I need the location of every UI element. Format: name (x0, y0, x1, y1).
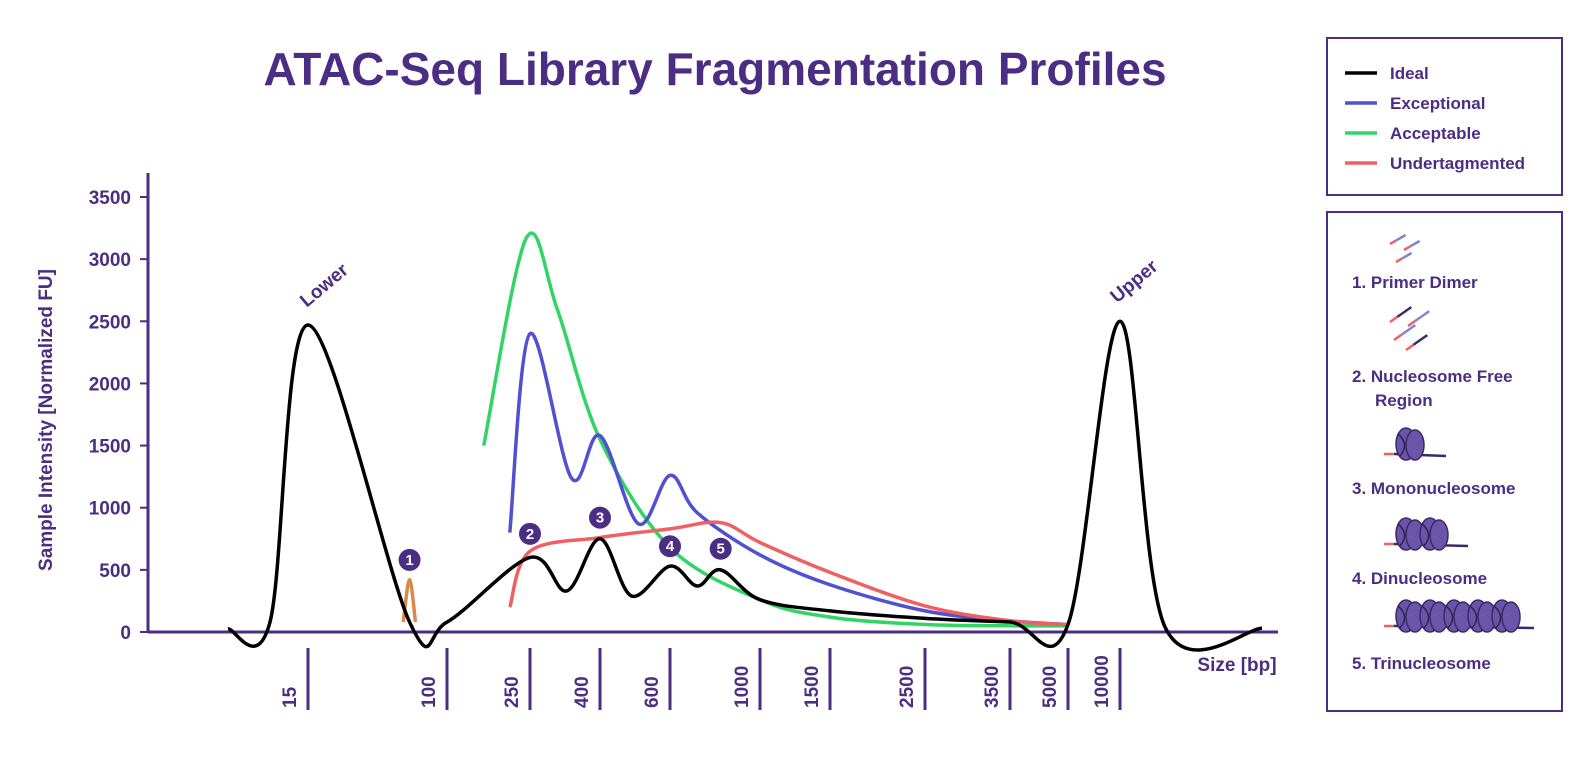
nucleosome-free-icon (1389, 306, 1431, 352)
x-tick-label: 600 (642, 676, 663, 708)
fragment-label: 2. Nucleosome Free (1352, 367, 1513, 386)
x-tick-label: 3500 (982, 666, 1003, 708)
y-tick-label: 1000 (89, 499, 131, 520)
legend-label: Acceptable (1390, 124, 1481, 143)
lower-marker-label: Lower (296, 259, 353, 311)
x-tick-label: 2500 (897, 666, 918, 708)
peak-badge-label: 3 (596, 510, 604, 527)
series-line-acceptable (482, 231, 1069, 628)
trinucleosome-icon (1384, 599, 1535, 633)
legend-box (1326, 37, 1563, 196)
fragment-label: 3. Mononucleosome (1352, 479, 1515, 498)
peak-badge (519, 522, 541, 545)
fragment-label: Region (1375, 391, 1433, 410)
fragment-label: 1. Primer Dimer (1352, 273, 1478, 292)
peak-badge-label: 4 (666, 538, 675, 555)
y-tick-label: 2000 (89, 374, 131, 395)
x-tick-label: 15 (280, 686, 301, 708)
legend-label: Ideal (1390, 64, 1429, 83)
mononucleosome-icon (1384, 427, 1447, 461)
series-line-undertagmented (508, 520, 1069, 627)
peak-badge (398, 548, 421, 571)
y-tick-label: 500 (99, 561, 131, 582)
series-line-ideal (227, 319, 1263, 652)
fragment-types-box (1326, 211, 1563, 712)
peak-badge-label: 1 (405, 552, 413, 569)
peak-badge-label: 2 (526, 526, 534, 543)
y-tick-label: 2500 (89, 312, 131, 333)
y-tick-label: 1500 (89, 437, 131, 458)
y-tick-label: 0 (120, 623, 131, 644)
y-tick-label: 3000 (89, 250, 131, 271)
x-tick-label: 250 (502, 676, 523, 708)
x-tick-label: 10000 (1092, 655, 1113, 708)
x-tick-label: 1000 (732, 666, 753, 708)
legend-label: Exceptional (1390, 94, 1485, 113)
chart-title: ATAC-Seq Library Fragmentation Profiles (263, 43, 1166, 95)
fragment-label: 5. Trinucleosome (1352, 654, 1491, 673)
upper-marker-label: Upper (1107, 256, 1163, 308)
y-axis-label: Sample Intensity [Normalized FU] (36, 269, 57, 571)
peak-badge (589, 506, 611, 529)
peak-badge (659, 535, 681, 558)
x-tick-label: 1500 (802, 666, 823, 708)
x-tick-label: 100 (419, 676, 440, 708)
dinucleosome-icon (1384, 517, 1469, 551)
x-tick-label: 400 (572, 676, 593, 708)
fragment-label: 4. Dinucleosome (1352, 569, 1487, 588)
y-tick-label: 3500 (89, 188, 131, 209)
peak-badge (709, 537, 732, 560)
x-tick-label: 5000 (1040, 666, 1061, 708)
series-line-exceptional (508, 331, 1069, 627)
primer-dimer-icon (1389, 233, 1421, 264)
x-axis-label: Size [bp] (1197, 655, 1276, 676)
peak-badge-label: 5 (717, 541, 725, 558)
legend-label: Undertagmented (1390, 154, 1525, 173)
